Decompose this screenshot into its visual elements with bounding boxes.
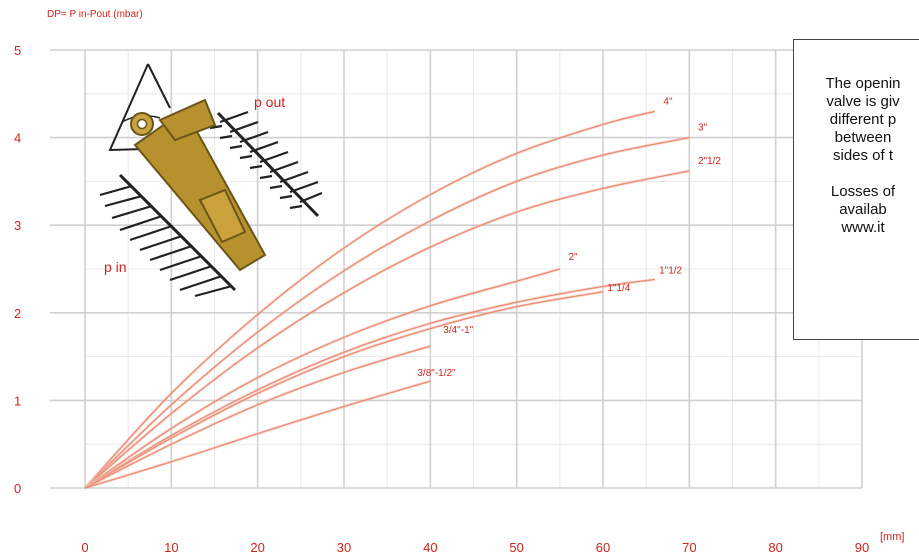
- x-tick-label: 0: [81, 540, 88, 555]
- x-tick-label: 20: [250, 540, 264, 555]
- series-line: [84, 136, 690, 489]
- series-line-halo: [84, 278, 656, 490]
- series-label: 3/4"-1": [443, 325, 473, 336]
- x-tick-label: 30: [337, 540, 351, 555]
- grid: [50, 49, 863, 489]
- series-label: 4": [663, 96, 673, 107]
- series-labels: 4" 3" 2"1/2 2" 1"1/2 1"1/4 3/4"-1" 3/8"-1/2": [417, 96, 721, 379]
- series-label: 2"1/2: [698, 156, 721, 167]
- series-label: 2": [568, 252, 578, 263]
- curves: [83, 109, 690, 490]
- x-tick-label: 80: [768, 540, 782, 555]
- y-tick-label: 3: [14, 218, 21, 233]
- x-tick-label: 40: [423, 540, 437, 555]
- series-line: [84, 380, 431, 489]
- axis-ticks: 0 10 20 30 40 50 60 70 80 90 0 1 2 3 4 5: [14, 43, 869, 555]
- series-line: [84, 345, 431, 489]
- x-tick-label: 50: [509, 540, 523, 555]
- x-tick-label: 90: [855, 540, 869, 555]
- note-paragraph-2: Losses of availab www.it: [830, 183, 896, 236]
- x-axis-unit-label: [mm]: [880, 531, 905, 543]
- y-tick-label: 5: [14, 43, 21, 58]
- series-line: [84, 170, 690, 489]
- series-line: [84, 110, 655, 489]
- series-label: 3/8"-1/2": [417, 368, 456, 379]
- x-tick-label: 70: [682, 540, 696, 555]
- x-tick-label: 10: [164, 540, 178, 555]
- p-out-hatching: [209, 110, 323, 218]
- valve-diagram: p out p in: [99, 63, 323, 298]
- p-in-hatching: [99, 173, 237, 298]
- series-line: [84, 291, 604, 489]
- note-box: The openin valve is giv different p betw…: [793, 39, 919, 340]
- series-label: 1"1/2: [659, 265, 682, 276]
- p-out-label: p out: [254, 94, 285, 110]
- y-tick-label: 2: [14, 306, 21, 321]
- series-label: 1"1/4: [607, 283, 630, 294]
- series-line: [84, 268, 561, 489]
- y-axis-label: DP= P in-Pout (mbar): [47, 9, 143, 20]
- series-line: [84, 278, 655, 489]
- y-tick-label: 0: [14, 481, 21, 496]
- p-in-label: p in: [104, 259, 127, 275]
- x-tick-label: 60: [596, 540, 610, 555]
- valve-flap: [130, 98, 267, 272]
- note-paragraph-1: The openin valve is giv different p betw…: [825, 75, 901, 164]
- series-label: 3": [698, 123, 708, 134]
- y-tick-label: 4: [14, 131, 21, 146]
- y-tick-label: 1: [14, 393, 21, 408]
